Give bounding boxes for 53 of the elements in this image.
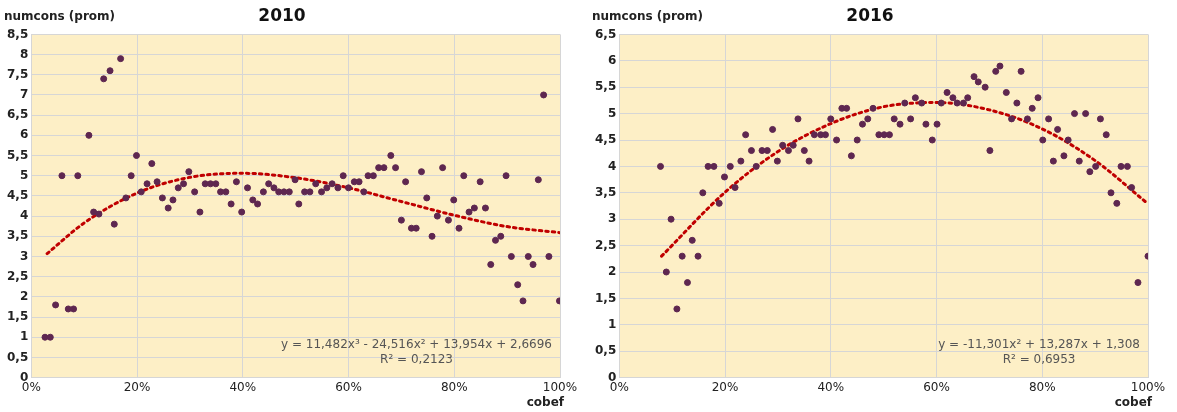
y-tick-label: 6: [19, 127, 29, 142]
y-tick-label: 1: [607, 316, 617, 331]
y-tick-label: 7,5: [6, 66, 29, 81]
y-tick-label: 7: [19, 87, 29, 102]
x-tick-label: 20%: [711, 379, 739, 394]
y-tick-label: 4: [607, 158, 617, 173]
x-tick-label: 80%: [1028, 379, 1056, 394]
y-tick-label: 2: [607, 264, 617, 279]
y-tick-label: 0,5: [6, 349, 29, 364]
line-series: [660, 101, 1148, 258]
x-tick-label: 60%: [923, 379, 950, 394]
annotation: R² = 0,6953: [1002, 351, 1076, 366]
y-tick-label: 3: [607, 211, 617, 226]
y-tick-label: 2,5: [6, 268, 29, 283]
y-axis-title: numcons (prom): [592, 9, 704, 23]
y-tick-label: 5,5: [594, 79, 617, 94]
y-tick-label: 4,5: [594, 132, 617, 147]
x-tick-label: 0%: [609, 379, 629, 394]
annotation: y = 11,482x³ - 24,516x² + 13,954x + 2,6696: [281, 336, 552, 351]
y-tick-label: 8,5: [6, 26, 29, 41]
x-tick-label: 0%: [21, 379, 41, 394]
y-tick-label: 6,5: [594, 26, 617, 41]
y-tick-label: 8: [19, 46, 29, 61]
y-tick-label: 5,5: [6, 147, 29, 162]
x-tick-label: 100%: [1130, 379, 1166, 394]
y-tick-label: 4: [19, 208, 29, 223]
y-tick-label: 1,5: [6, 309, 29, 324]
chart-title: 2016: [846, 4, 894, 25]
y-tick-label: 3,5: [594, 184, 617, 199]
x-tick-label: 20%: [123, 379, 151, 394]
annotation: R² = 0,2123: [380, 351, 453, 366]
y-tick-label: 1,5: [594, 290, 617, 305]
y-tick-label: 3,5: [6, 228, 29, 243]
y-tick-label: 3: [19, 248, 29, 263]
y-tick-label: 2: [19, 288, 29, 303]
y-tick-label: 0,5: [594, 343, 617, 358]
chart-title: 2010: [258, 4, 306, 25]
x-axis-title: cobef: [1114, 395, 1153, 409]
x-tick-label: 100%: [542, 379, 578, 394]
y-tick-label: 6: [607, 52, 617, 67]
y-tick-label: 2,5: [594, 237, 617, 252]
y-tick-label: 6,5: [6, 107, 29, 122]
x-tick-label: 60%: [335, 379, 362, 394]
y-tick-label: 1: [19, 329, 29, 344]
y-tick-label: 5: [19, 167, 29, 182]
y-axis-title: numcons (prom): [4, 9, 116, 23]
x-tick-label: 40%: [817, 379, 845, 394]
y-tick-label: 5: [607, 105, 617, 120]
y-tick-label: 4,5: [6, 188, 29, 203]
x-axis-title: cobef: [526, 395, 565, 409]
x-tick-label: 40%: [229, 379, 257, 394]
annotation: y = -11,301x² + 13,287x + 1,308: [938, 336, 1140, 351]
x-tick-label: 80%: [440, 379, 468, 394]
